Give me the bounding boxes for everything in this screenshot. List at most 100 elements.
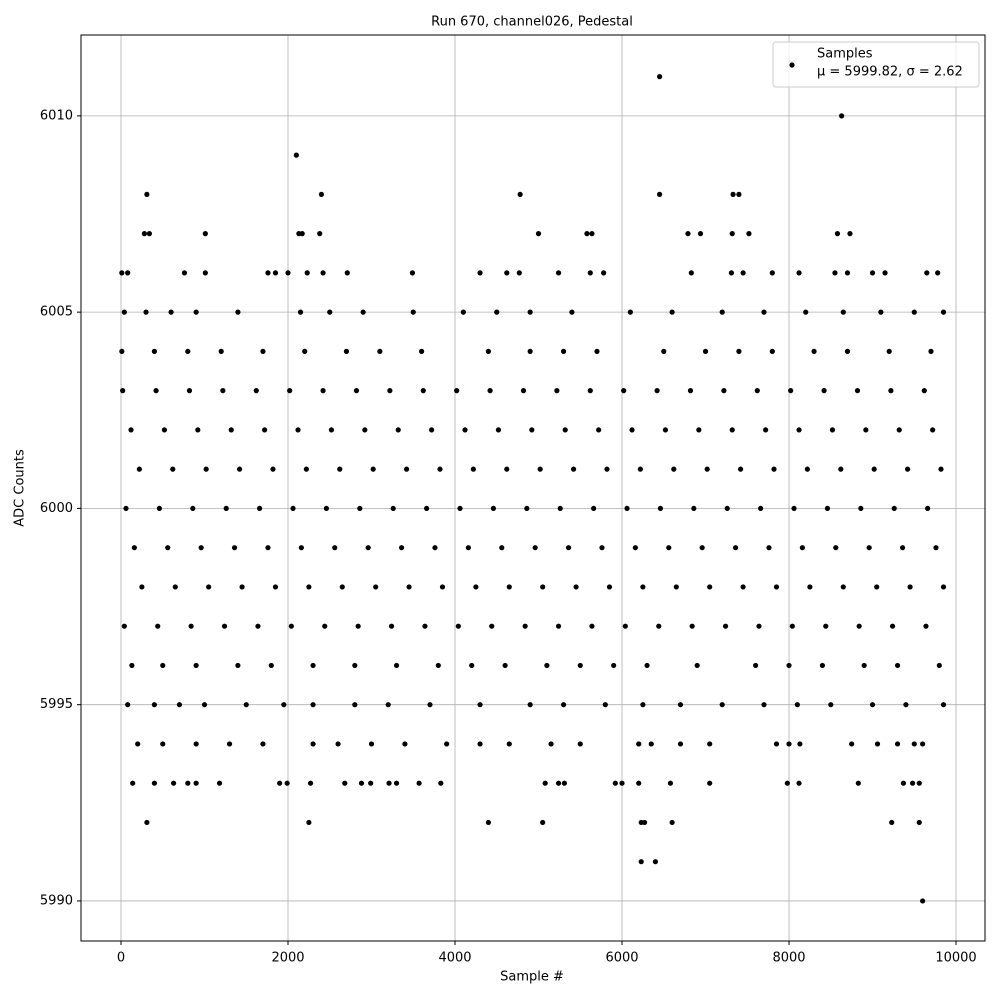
data-point xyxy=(763,427,769,433)
data-point xyxy=(121,309,127,315)
data-point xyxy=(669,309,675,315)
data-point xyxy=(128,427,134,433)
data-point xyxy=(416,780,422,786)
data-point xyxy=(265,270,271,276)
data-point xyxy=(506,584,512,590)
data-point xyxy=(337,466,343,472)
data-point xyxy=(584,231,590,237)
data-point xyxy=(193,780,199,786)
data-point xyxy=(591,505,597,512)
data-point xyxy=(555,270,562,276)
data-point xyxy=(920,898,926,904)
data-point xyxy=(151,780,157,786)
data-point xyxy=(577,741,583,747)
data-point xyxy=(923,623,929,629)
grid xyxy=(81,35,985,941)
data-point xyxy=(796,427,802,433)
data-point xyxy=(253,388,259,394)
data-point xyxy=(773,584,780,590)
data-point xyxy=(410,309,416,315)
data-point xyxy=(293,152,299,158)
data-point xyxy=(220,388,226,394)
data-point xyxy=(903,702,909,708)
legend-marker xyxy=(789,62,795,68)
data-point xyxy=(761,309,767,315)
data-point xyxy=(302,348,308,354)
data-point xyxy=(172,584,178,590)
data-point xyxy=(218,348,224,354)
data-point xyxy=(863,427,869,433)
data-point xyxy=(871,466,877,472)
data-point xyxy=(322,623,328,629)
data-point xyxy=(527,348,533,354)
data-point xyxy=(297,309,304,315)
data-point xyxy=(819,662,826,669)
data-point xyxy=(766,545,772,551)
data-point xyxy=(290,505,296,512)
data-point xyxy=(869,702,876,708)
data-point xyxy=(900,780,907,786)
data-point xyxy=(930,427,936,433)
data-point xyxy=(409,270,416,276)
data-point xyxy=(198,545,204,551)
data-point xyxy=(916,780,922,786)
data-point xyxy=(811,348,817,354)
data-point xyxy=(904,466,911,472)
data-point xyxy=(272,584,279,590)
data-point xyxy=(506,741,512,747)
data-point xyxy=(377,348,383,354)
data-point xyxy=(878,309,884,315)
data-point xyxy=(235,309,241,315)
data-point xyxy=(791,505,797,512)
data-point xyxy=(888,388,894,394)
data-point xyxy=(151,348,157,354)
data-point xyxy=(654,388,660,394)
data-point xyxy=(696,427,702,433)
data-point xyxy=(589,623,595,629)
data-point xyxy=(761,702,767,708)
data-point xyxy=(673,584,679,590)
data-point xyxy=(403,466,410,472)
data-point xyxy=(891,505,897,512)
data-point xyxy=(834,231,841,237)
data-point xyxy=(216,780,223,786)
data-point xyxy=(386,780,392,786)
data-point xyxy=(737,466,744,472)
data-point xyxy=(522,623,528,629)
data-point xyxy=(691,505,697,512)
data-point xyxy=(130,780,136,786)
data-point xyxy=(640,702,646,708)
data-point xyxy=(465,545,471,551)
data-point xyxy=(769,270,775,276)
data-point xyxy=(477,270,483,276)
data-point xyxy=(707,741,713,747)
data-point xyxy=(231,545,238,551)
legend: Samples μ = 5999.82, σ = 2.62 xyxy=(772,41,980,88)
data-point xyxy=(719,702,725,708)
data-point xyxy=(226,741,233,747)
data-point xyxy=(652,859,659,865)
data-point xyxy=(587,388,593,394)
data-point xyxy=(320,270,326,276)
data-point xyxy=(604,466,610,472)
data-point xyxy=(402,741,408,747)
data-point xyxy=(457,505,463,512)
data-point xyxy=(829,427,836,433)
data-point xyxy=(746,231,752,237)
data-point xyxy=(202,231,208,237)
data-point xyxy=(756,623,762,629)
data-point xyxy=(796,270,802,276)
data-point xyxy=(589,231,595,237)
data-point xyxy=(419,348,425,354)
data-point xyxy=(823,623,829,629)
data-point xyxy=(784,780,790,786)
data-point xyxy=(804,466,810,472)
data-point xyxy=(622,623,628,629)
data-point xyxy=(773,741,780,747)
data-point xyxy=(343,348,350,354)
data-point xyxy=(542,780,548,786)
data-point xyxy=(689,623,695,629)
data-point xyxy=(838,466,844,472)
data-point xyxy=(203,466,209,472)
